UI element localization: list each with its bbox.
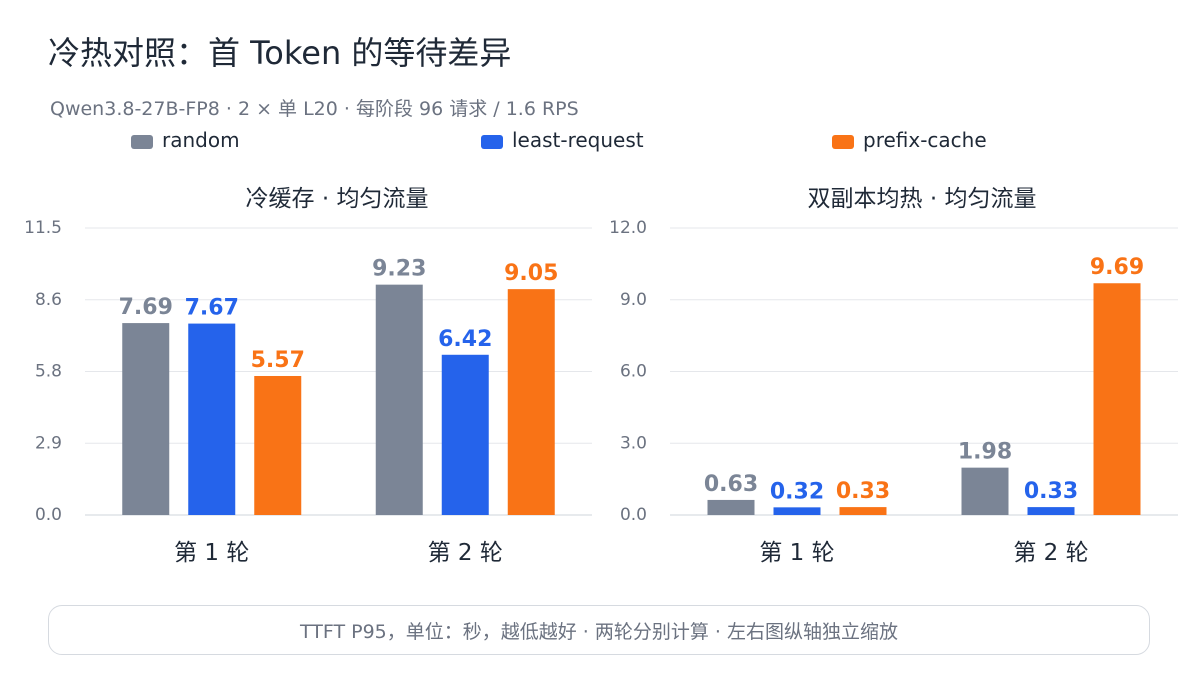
bar-value-label: 0.33 [836,479,890,504]
legend-swatch-prefix-cache [832,135,854,149]
bar-random [122,323,170,515]
bar-value-label: 5.57 [251,348,305,373]
legend-label-random: random [162,128,240,152]
bar-value-label: 9.05 [504,261,558,286]
y-tick-label: 2.9 [35,433,62,453]
bar-value-label: 9.69 [1090,255,1144,280]
footnote-text: TTFT P95，单位：秒，越低越好 · 两轮分别计算 · 左右图纵轴独立缩放 [300,620,898,643]
bar-least-request [441,354,489,515]
y-tick-label: 3.0 [620,433,647,453]
bar-value-label: 7.67 [185,296,239,321]
y-tick-label: 5.8 [35,362,62,382]
legend-item-least-request: least-request [481,128,644,152]
chart-title: 双副本均热 · 均匀流量 [808,186,1037,212]
category-label: 第 2 轮 [1013,540,1088,566]
category-label: 第 1 轮 [759,540,834,566]
bar-value-label: 0.32 [770,479,824,504]
legend-label-prefix-cache: prefix-cache [863,128,987,152]
category-label: 第 2 轮 [428,540,503,566]
page-title: 冷热对照：首 Token 的等待差异 [48,34,512,72]
bar-value-label: 7.69 [119,295,173,320]
y-tick-label: 0.0 [35,505,62,525]
bar-prefix-cache [254,375,302,515]
page-subtitle: Qwen3.8-27B-FP8 · 2 × 单 L20 · 每阶段 96 请求 … [50,98,579,120]
y-tick-label: 9.0 [620,290,647,310]
footnote-box: TTFT P95，单位：秒，越低越好 · 两轮分别计算 · 左右图纵轴独立缩放 [48,605,1150,655]
bar-least-request [188,323,236,515]
chart-area: 冷缓存 · 均匀流量 0.0 2.9 5.8 8.6 11.5 第 1 轮 7.69 7.67 5… [24,186,1178,566]
bar-prefix-cache [839,507,887,515]
legend-swatch-least-request [481,135,503,149]
bar-value-label: 6.42 [438,327,492,352]
bar-value-label: 0.63 [704,472,758,497]
y-tick-label: 12.0 [609,218,647,238]
legend-swatch-random [131,135,153,149]
bar-random [707,499,755,515]
legend-label-least-request: least-request [512,128,644,152]
bar-random [961,467,1009,515]
bar-value-label: 0.33 [1024,479,1078,504]
bar-random [375,284,423,515]
bar-prefix-cache [507,289,555,515]
category-label: 第 1 轮 [174,540,249,566]
y-tick-label: 6.0 [620,362,647,382]
y-tick-label: 0.0 [620,505,647,525]
bar-least-request [773,507,821,515]
y-tick-label: 11.5 [24,218,62,238]
legend-item-prefix-cache: prefix-cache [832,128,987,152]
bar-prefix-cache [1093,283,1141,515]
chart-title: 冷缓存 · 均匀流量 [246,186,429,212]
bar-least-request [1027,507,1075,515]
legend-item-random: random [131,128,240,152]
bar-value-label: 9.23 [372,257,426,282]
bar-value-label: 1.98 [958,440,1012,465]
y-tick-label: 8.6 [35,290,62,310]
